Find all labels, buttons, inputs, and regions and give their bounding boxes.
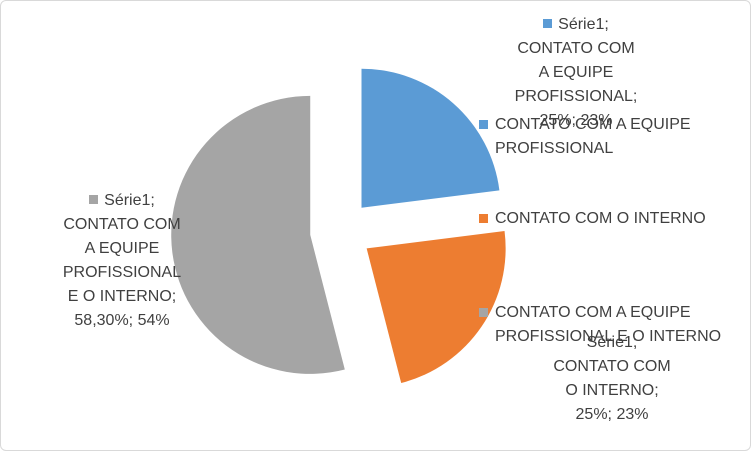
legend-swatch xyxy=(479,120,488,129)
legend-label: CONTATO COM A EQUIPE xyxy=(495,116,691,133)
data-label-interno: Série1; CONTATO COM O INTERNO; 25%; 23% xyxy=(507,331,717,427)
pie-slice-equipe-profissional xyxy=(361,68,500,208)
data-label-line: PROFISSIONAL; xyxy=(514,88,638,105)
data-label-line: 58,30%; 54% xyxy=(74,312,170,329)
data-label-line: CONTATO COM xyxy=(517,40,635,57)
data-label-line: A EQUIPE xyxy=(538,64,614,81)
data-label-line: CONTATO COM xyxy=(63,216,181,233)
data-label-equipe-profissional: Série1; CONTATO COM A EQUIPE PROFISSIONA… xyxy=(471,13,681,133)
pie-slice-interno xyxy=(366,231,506,384)
legend-swatch xyxy=(479,308,488,317)
data-label-line: Série1; xyxy=(586,334,638,351)
data-label-line: A EQUIPE xyxy=(84,240,160,257)
data-label-line: E O INTERNO; xyxy=(67,288,177,305)
data-label-line: O INTERNO; xyxy=(565,382,659,399)
legend-label: PROFISSIONAL xyxy=(495,140,614,157)
legend-label: CONTATO COM O INTERNO xyxy=(495,210,706,227)
data-label-line: Série1; xyxy=(558,16,609,33)
data-label-line: Série1; xyxy=(104,192,155,209)
data-label-line: PROFISSIONAL xyxy=(62,264,182,281)
data-label-line: CONTATO COM xyxy=(553,358,671,375)
data-label-equipe-e-interno: Série1; CONTATO COM A EQUIPE PROFISSIONA… xyxy=(17,189,227,333)
legend-swatch xyxy=(479,214,488,223)
data-label-marker xyxy=(543,19,553,28)
legend-label: PROFISSIONAL E O INTERNO xyxy=(495,328,722,345)
legend-label: CONTATO COM A EQUIPE xyxy=(495,304,691,321)
data-label-line: 25%; 23% xyxy=(539,112,613,129)
data-label-line: 25%; 23% xyxy=(575,406,649,423)
data-label-marker xyxy=(89,195,99,204)
pie-slice-equipe-e-interno xyxy=(171,95,345,374)
